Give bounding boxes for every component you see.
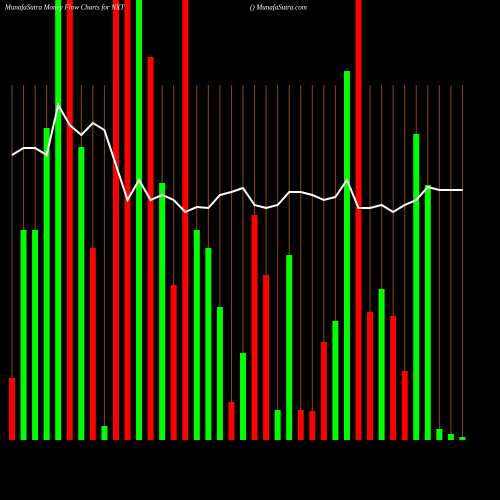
bar — [240, 353, 246, 440]
bar — [459, 437, 466, 440]
bar — [147, 57, 154, 440]
chart-subtitle: () MunafaSutra.com — [250, 4, 307, 12]
bars — [9, 0, 466, 440]
line-layer — [11, 102, 463, 214]
bar — [32, 230, 39, 440]
bar — [182, 0, 189, 440]
bar — [274, 410, 281, 440]
bar — [343, 71, 350, 440]
bar — [367, 312, 374, 440]
bar — [205, 248, 212, 440]
bar — [251, 215, 258, 440]
bar — [355, 0, 362, 440]
bar — [89, 248, 96, 440]
bar — [66, 0, 73, 440]
bar — [263, 275, 270, 440]
bar — [55, 0, 62, 440]
bar — [20, 230, 27, 440]
bar — [332, 321, 339, 440]
bar — [159, 183, 166, 440]
bar — [320, 342, 327, 440]
bar — [228, 402, 235, 440]
bar — [9, 378, 15, 440]
bar — [124, 0, 131, 440]
bar — [216, 307, 223, 440]
bar — [424, 185, 431, 440]
chart-title: MunafaSutra Money Flow Charts for NXT — [4, 4, 125, 12]
bar — [78, 147, 85, 440]
bar — [390, 316, 397, 440]
bar — [413, 134, 420, 440]
bar — [112, 0, 119, 440]
bar — [378, 289, 385, 440]
bar — [170, 285, 177, 440]
bar — [193, 230, 200, 440]
bar — [136, 0, 143, 440]
bar — [436, 429, 443, 440]
bar — [297, 410, 304, 440]
money-flow-line — [11, 102, 463, 214]
bar — [43, 128, 50, 440]
bar — [101, 426, 108, 440]
bar — [286, 255, 293, 440]
bar — [447, 434, 454, 440]
bar — [401, 371, 408, 440]
bar — [309, 411, 316, 440]
